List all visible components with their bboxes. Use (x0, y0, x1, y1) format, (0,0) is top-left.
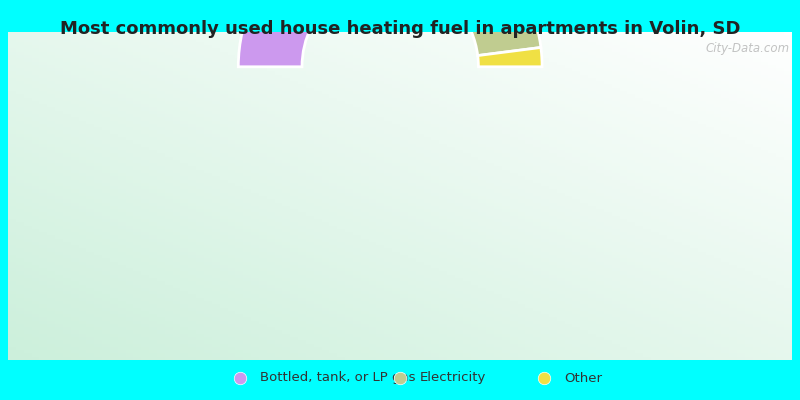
Text: City-Data.com: City-Data.com (706, 42, 790, 55)
Wedge shape (238, 0, 437, 67)
Wedge shape (478, 48, 542, 67)
Text: Other: Other (564, 372, 602, 384)
Text: Bottled, tank, or LP gas: Bottled, tank, or LP gas (260, 372, 415, 384)
Text: Most commonly used house heating fuel in apartments in Volin, SD: Most commonly used house heating fuel in… (60, 20, 740, 38)
Wedge shape (418, 0, 541, 56)
Text: Electricity: Electricity (420, 372, 486, 384)
